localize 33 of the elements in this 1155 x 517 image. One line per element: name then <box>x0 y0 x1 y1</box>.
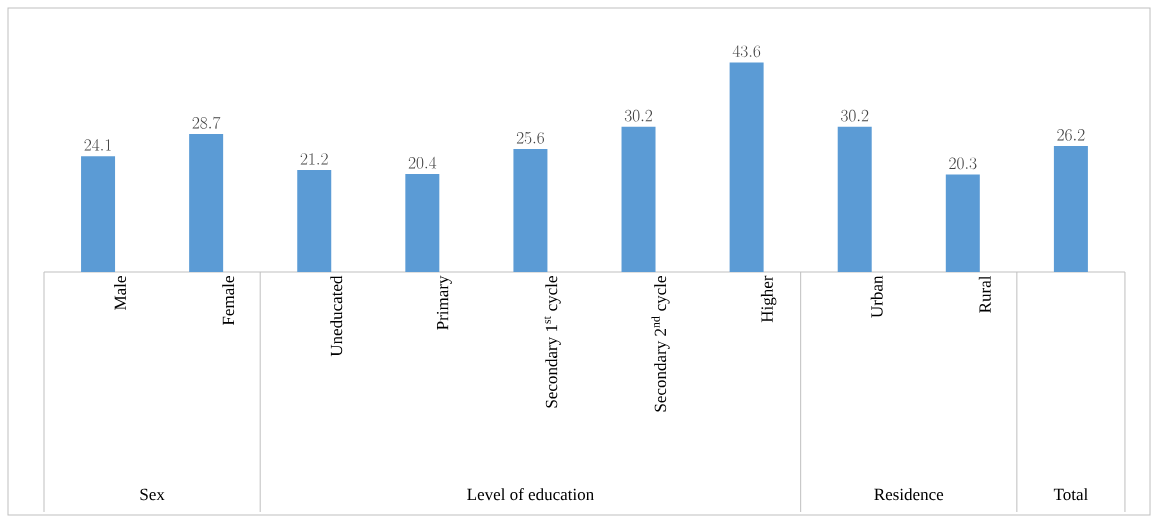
x-tick-label: Urban <box>870 275 883 318</box>
x-tick-label: Female <box>222 276 235 326</box>
data-label: 24. 1 <box>84 139 111 151</box>
data-label: 30.2 <box>624 109 653 122</box>
bar <box>621 126 656 272</box>
x-tick-label: Secondary 2$^{nd}$ cycle <box>651 276 670 412</box>
data-label: 28.7 <box>192 116 221 129</box>
data-label: 21 .2 <box>300 153 328 165</box>
x-tick-label: Secondary 1$^{st}$ cycle <box>544 276 561 408</box>
data-label: 20.4 <box>408 156 437 169</box>
text: Sex <box>140 488 165 501</box>
bar <box>189 134 224 272</box>
bar <box>297 170 332 272</box>
bar <box>513 148 548 272</box>
x-tick-label: Uneducated <box>330 275 343 357</box>
data-label: 30.2 <box>841 109 869 122</box>
text: Level of education <box>467 488 594 501</box>
bar <box>1053 146 1088 272</box>
x-tick-label: Male <box>114 276 127 310</box>
data-label: 43.6 <box>732 45 761 58</box>
x-tick-label: Primary <box>436 275 452 330</box>
x-tick-label: Higher <box>760 275 777 323</box>
bar <box>405 173 440 272</box>
data-label: 26.2 <box>1057 129 1085 141</box>
bar <box>945 174 980 272</box>
data-label: 25.6 <box>516 131 544 144</box>
bar <box>837 126 872 272</box>
x-tick-label: Rural <box>978 275 991 313</box>
bar <box>729 62 764 272</box>
text: Total <box>1053 488 1088 501</box>
data-label: 20.3 <box>949 157 977 170</box>
bar <box>81 156 116 272</box>
text: Residence <box>874 488 944 501</box>
